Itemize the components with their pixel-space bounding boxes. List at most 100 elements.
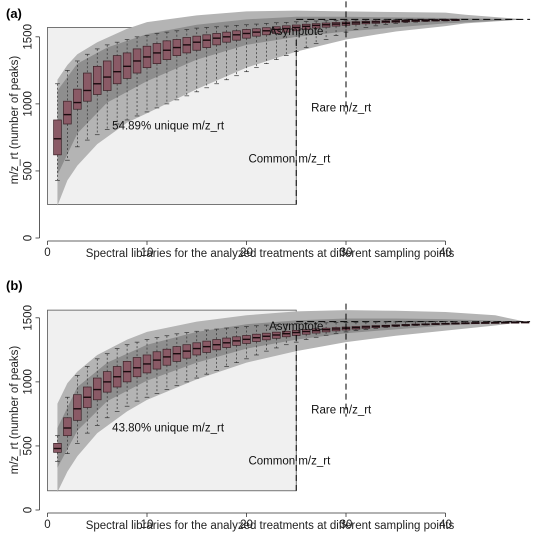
x-tick-label: 0 bbox=[44, 519, 50, 531]
box-35 bbox=[391, 19, 400, 24]
box-39 bbox=[431, 321, 440, 325]
box-8 bbox=[122, 39, 132, 121]
box-body bbox=[73, 88, 82, 110]
x-tick-label: 30 bbox=[340, 247, 353, 259]
box-23 bbox=[272, 22, 281, 60]
box-31 bbox=[351, 19, 361, 30]
box-27 bbox=[311, 20, 321, 44]
box-41 bbox=[451, 19, 460, 21]
box-37 bbox=[411, 19, 420, 23]
box-2 bbox=[63, 70, 72, 161]
box-33 bbox=[371, 19, 381, 27]
box-4 bbox=[83, 53, 92, 141]
box-48 bbox=[520, 321, 530, 324]
box-body bbox=[83, 72, 92, 102]
box-18 bbox=[222, 25, 231, 81]
annotation-asymptote: Asymptote bbox=[269, 321, 323, 333]
box-37 bbox=[411, 321, 420, 326]
box-28 bbox=[321, 20, 331, 40]
box-13 bbox=[172, 333, 182, 387]
box-44 bbox=[481, 321, 490, 324]
box-28 bbox=[321, 322, 331, 336]
panel-label: (b) bbox=[6, 278, 23, 293]
box-6 bbox=[102, 44, 112, 130]
box-40 bbox=[441, 321, 450, 325]
box-19 bbox=[232, 326, 241, 364]
box-3 bbox=[73, 60, 82, 148]
y-tick-label: 0 bbox=[23, 235, 35, 241]
y-tick-label: 1500 bbox=[23, 305, 35, 331]
box-45 bbox=[491, 321, 500, 324]
box-33 bbox=[371, 321, 381, 329]
y-tick-label: 1000 bbox=[23, 369, 35, 395]
box-22 bbox=[262, 23, 271, 64]
box-43 bbox=[471, 321, 480, 325]
box-31 bbox=[351, 321, 361, 331]
box-38 bbox=[421, 321, 430, 326]
box-10 bbox=[142, 339, 152, 398]
box-4 bbox=[83, 366, 92, 434]
box-41 bbox=[451, 321, 460, 325]
box-14 bbox=[182, 29, 192, 97]
box-29 bbox=[331, 322, 341, 334]
box-36 bbox=[401, 321, 410, 327]
box-24 bbox=[282, 21, 291, 56]
box-26 bbox=[301, 21, 311, 48]
box-9 bbox=[132, 341, 142, 402]
y-tick-label: 500 bbox=[23, 436, 35, 455]
box-15 bbox=[192, 27, 201, 93]
box-7 bbox=[112, 348, 122, 412]
box-5 bbox=[93, 48, 102, 136]
box-16 bbox=[202, 329, 211, 375]
box-2 bbox=[63, 396, 72, 454]
box-body bbox=[63, 100, 72, 125]
box-3 bbox=[73, 375, 82, 444]
box-11 bbox=[152, 337, 162, 394]
box-34 bbox=[381, 321, 391, 328]
box-1 bbox=[53, 83, 62, 181]
box-6 bbox=[102, 353, 112, 419]
box-body bbox=[192, 35, 201, 51]
annotation-rare: Rare m/z_rt bbox=[311, 102, 372, 114]
panel-label: (a) bbox=[6, 6, 22, 21]
box-5 bbox=[93, 358, 102, 426]
x-tick-label: 20 bbox=[240, 247, 253, 259]
y-tick-label: 1000 bbox=[23, 91, 35, 117]
box-17 bbox=[212, 328, 221, 371]
box-body bbox=[73, 394, 82, 421]
box-1 bbox=[53, 435, 62, 462]
x-tick-label: 0 bbox=[44, 247, 50, 259]
box-18 bbox=[222, 327, 231, 367]
box-25 bbox=[292, 323, 301, 343]
annotation-unique: 43.80% unique m/z_rt bbox=[112, 423, 225, 435]
box-12 bbox=[162, 335, 172, 390]
x-tick-label: 40 bbox=[439, 519, 452, 531]
y-axis-label: m/z_rt (number of peaks) bbox=[9, 56, 21, 185]
box-38 bbox=[421, 19, 430, 22]
box-32 bbox=[361, 321, 371, 330]
box-39 bbox=[431, 19, 440, 22]
box-8 bbox=[122, 344, 132, 407]
y-tick-label: 0 bbox=[23, 507, 35, 513]
annotation-common: Common m/z_rt bbox=[248, 153, 331, 165]
box-34 bbox=[381, 19, 391, 25]
box-20 bbox=[242, 326, 251, 360]
box-11 bbox=[152, 33, 162, 109]
x-tick-label: 40 bbox=[439, 247, 452, 259]
box-16 bbox=[202, 27, 211, 89]
annotation-asymptote: Asymptote bbox=[269, 26, 323, 38]
box-29 bbox=[331, 20, 341, 36]
annotation-rare: Rare m/z_rt bbox=[311, 405, 372, 417]
box-15 bbox=[192, 330, 201, 379]
box-body bbox=[112, 55, 122, 85]
y-axis-label: m/z_rt (number of peaks) bbox=[9, 346, 21, 475]
box-9 bbox=[132, 36, 142, 117]
box-body bbox=[63, 417, 72, 437]
box-21 bbox=[252, 325, 261, 356]
x-axis-label: Spectral libraries for the analyzed trea… bbox=[86, 248, 455, 260]
box-20 bbox=[242, 24, 251, 73]
box-body bbox=[53, 119, 62, 156]
box-17 bbox=[212, 26, 221, 85]
box-body bbox=[102, 60, 112, 91]
box-47 bbox=[510, 321, 520, 324]
